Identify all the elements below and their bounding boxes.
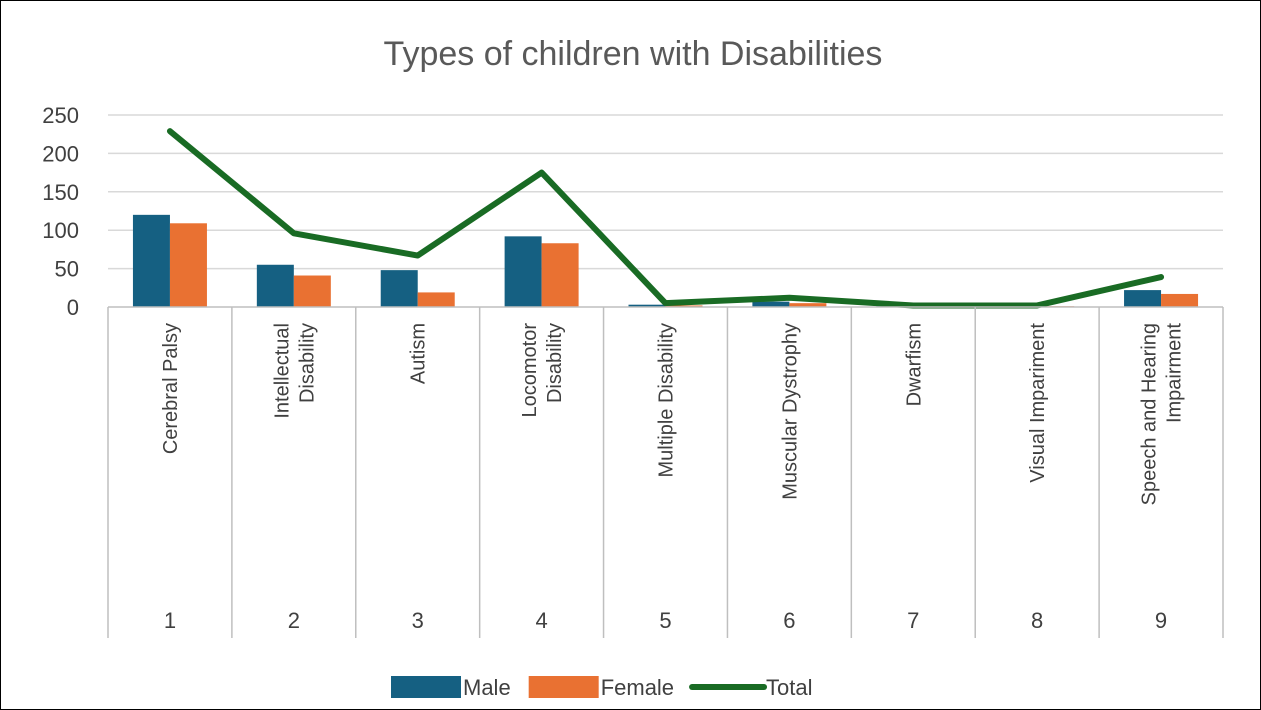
category-number-4: 4 xyxy=(535,608,547,633)
category-label-5: Multiple Disability xyxy=(656,323,678,478)
category-label-1: Cerebral Palsy xyxy=(160,323,182,454)
legend-label-total: Total xyxy=(766,675,812,700)
category-number-8: 8 xyxy=(1031,608,1043,633)
y-tick-label: 0 xyxy=(67,295,79,320)
category-label-9: Impairment xyxy=(1164,323,1186,423)
bar-male-6 xyxy=(752,301,790,307)
category-label-2: Disability xyxy=(296,323,318,403)
legend-swatch-female xyxy=(528,676,599,698)
bar-female-3 xyxy=(417,292,455,307)
category-number-6: 6 xyxy=(783,608,795,633)
bar-female-9 xyxy=(1161,293,1199,307)
category-label-7: Dwarfism xyxy=(903,323,925,406)
bar-male-9 xyxy=(1124,290,1162,307)
category-number-1: 1 xyxy=(164,608,176,633)
bar-male-3 xyxy=(380,270,418,307)
bar-female-5 xyxy=(665,305,703,307)
y-axis-ticks: 0 50 100 150 200 250 xyxy=(42,103,79,320)
legend-swatch-male xyxy=(391,676,461,698)
category-label-3: Autism xyxy=(408,323,430,384)
series-line-total xyxy=(166,128,1165,309)
category-number-2: 2 xyxy=(288,608,300,633)
chart-title: Types of children with Disabilities xyxy=(384,35,883,73)
category-label-9: Speech and Hearing xyxy=(1139,323,1161,505)
y-tick-label: 100 xyxy=(42,218,79,243)
y-tick-label: 250 xyxy=(42,103,79,128)
legend-label-female: Female xyxy=(601,675,674,700)
category-number-3: 3 xyxy=(412,608,424,633)
bar-male-5 xyxy=(628,304,666,307)
category-number-9: 9 xyxy=(1155,608,1167,633)
y-tick-label: 50 xyxy=(55,257,79,282)
bar-male-2 xyxy=(256,264,294,307)
gridlines xyxy=(108,114,1223,270)
category-label-6: Muscular Dystrophy xyxy=(779,323,801,500)
total-line-layer xyxy=(166,128,1165,309)
category-number-5: 5 xyxy=(659,608,671,633)
bar-male-4 xyxy=(504,236,542,307)
category-label-4: Locomotor xyxy=(519,323,541,418)
category-number-7: 7 xyxy=(907,608,919,633)
bar-female-6 xyxy=(789,303,827,307)
category-label-8: Visual Impariment xyxy=(1027,323,1049,483)
bar-female-4 xyxy=(541,243,579,307)
y-tick-label: 150 xyxy=(42,180,79,205)
bar-female-1 xyxy=(169,223,207,307)
y-tick-label: 200 xyxy=(42,141,79,166)
bars xyxy=(132,214,1199,307)
bar-male-1 xyxy=(132,214,170,307)
category-label-2: Intellectual xyxy=(271,323,293,419)
x-axis xyxy=(107,306,1224,638)
bar-female-2 xyxy=(293,275,331,307)
category-label-4: Disability xyxy=(544,323,566,403)
legend: Male Female Total xyxy=(391,675,813,700)
legend-label-male: Male xyxy=(463,675,511,700)
